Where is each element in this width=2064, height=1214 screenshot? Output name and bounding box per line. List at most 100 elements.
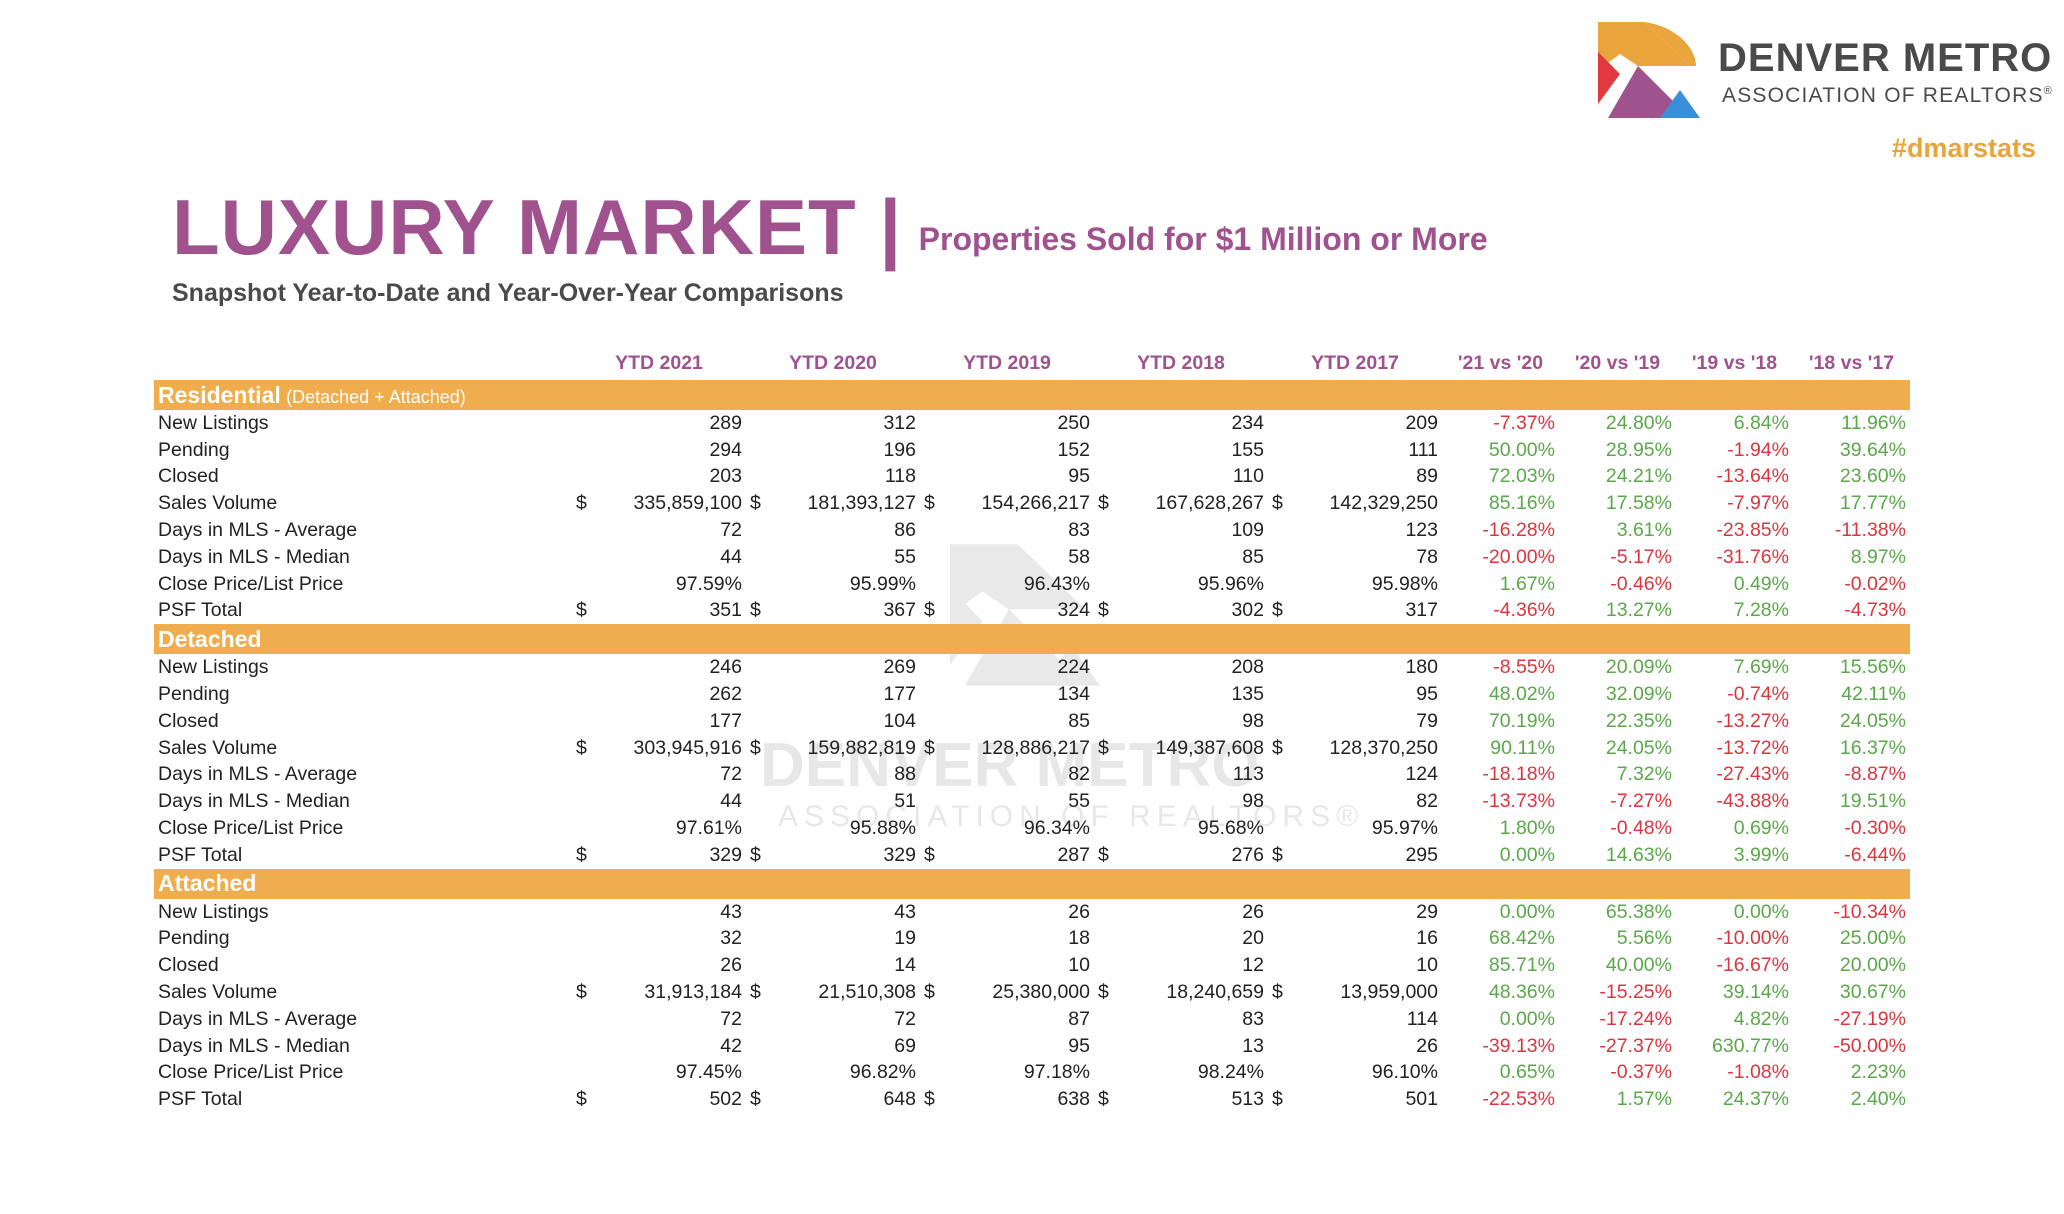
currency-blank xyxy=(746,952,772,979)
currency-blank xyxy=(1094,815,1120,842)
value-cell: 21,510,308 xyxy=(818,981,916,1004)
change-cell: 7.28% xyxy=(1733,599,1789,622)
value-cell: 10 xyxy=(1416,954,1438,977)
value-cell: 134 xyxy=(1057,683,1090,706)
value-cell: 97.61% xyxy=(675,817,742,840)
change-cell: -10.00% xyxy=(1716,927,1789,950)
value-cell: 104 xyxy=(883,709,916,732)
row-label: Close Price/List Price xyxy=(158,817,344,840)
currency-blank xyxy=(920,681,946,708)
table-row: New Listings 246 269 224 208 180 -8.55% 20.09% 7… xyxy=(154,654,1910,681)
value-cell: 97.59% xyxy=(675,572,742,595)
change-cell: -27.37% xyxy=(1599,1034,1672,1057)
change-cell: -27.43% xyxy=(1716,763,1789,786)
currency-symbol: $ xyxy=(924,981,935,1004)
value-cell: 18,240,659 xyxy=(1166,981,1264,1004)
value-cell: 82 xyxy=(1068,763,1090,786)
row-label: Closed xyxy=(158,465,219,488)
section-header-attached: Attached xyxy=(154,868,1910,899)
change-cell: 0.00% xyxy=(1499,900,1555,923)
value-cell: 10 xyxy=(1068,954,1090,977)
row-label: Close Price/List Price xyxy=(158,572,344,595)
currency-blank xyxy=(1268,437,1294,464)
value-cell: 324 xyxy=(1057,599,1090,622)
value-cell: 95.68% xyxy=(1197,817,1264,840)
currency-symbol: $ xyxy=(1272,981,1283,1004)
change-cell: 50.00% xyxy=(1488,438,1555,461)
currency-blank xyxy=(1094,788,1120,815)
currency-blank xyxy=(1094,899,1120,926)
value-cell: 155 xyxy=(1231,438,1264,461)
currency-symbol: $ xyxy=(576,981,587,1004)
change-cell: 630.77% xyxy=(1712,1034,1789,1057)
value-cell: 87 xyxy=(1068,1007,1090,1030)
value-cell: 262 xyxy=(709,683,742,706)
change-cell: 7.32% xyxy=(1616,763,1672,786)
value-cell: 294 xyxy=(709,438,742,461)
row-label: Pending xyxy=(158,683,230,706)
change-cell: -10.34% xyxy=(1833,900,1906,923)
change-cell: -22.53% xyxy=(1482,1088,1555,1111)
table-row: Closed 26 14 10 12 10 85.71% 40.00% -16.67% 20.00… xyxy=(154,952,1910,979)
change-cell: -50.00% xyxy=(1833,1034,1906,1057)
row-label: Pending xyxy=(158,927,230,950)
section-note: (Detached + Attached) xyxy=(286,386,466,407)
change-cell: -8.55% xyxy=(1493,656,1555,679)
value-cell: 113 xyxy=(1232,763,1264,786)
value-cell: 250 xyxy=(1057,411,1090,434)
title-sub: Properties Sold for $1 Million or More xyxy=(918,221,1488,257)
value-cell: 26 xyxy=(1068,900,1090,923)
column-header-year: YTD 2018 xyxy=(1137,351,1225,374)
value-cell: 43 xyxy=(720,900,742,923)
value-cell: 26 xyxy=(1242,900,1264,923)
change-cell: 1.57% xyxy=(1616,1088,1672,1111)
table-row: Days in MLS - Average 72 72 87 83 114 0.00% -17… xyxy=(154,1006,1910,1033)
section-header-cell: Attached xyxy=(154,868,1910,899)
value-cell: 638 xyxy=(1057,1088,1090,1111)
currency-blank xyxy=(746,1006,772,1033)
value-cell: 312 xyxy=(883,411,916,434)
currency-blank xyxy=(746,1033,772,1060)
change-cell: -13.72% xyxy=(1716,736,1789,759)
table-body: YTD 2021 YTD 2020 YTD 2019 YTD 2018 YTD … xyxy=(154,346,1910,1113)
change-cell: 65.38% xyxy=(1605,900,1672,923)
currency-blank xyxy=(1094,681,1120,708)
table-row: Pending 262 177 134 135 95 48.02% 32.09% -0.74% 4… xyxy=(154,681,1910,708)
currency-blank xyxy=(1268,788,1294,815)
change-cell: 39.14% xyxy=(1722,981,1789,1004)
currency-blank xyxy=(572,410,598,437)
value-cell: 367 xyxy=(883,599,916,622)
currency-blank xyxy=(572,762,598,789)
currency-blank xyxy=(1268,654,1294,681)
currency-blank xyxy=(1094,517,1120,544)
currency-symbol: $ xyxy=(1272,843,1283,866)
change-cell: 17.58% xyxy=(1605,492,1672,515)
currency-blank xyxy=(1268,571,1294,598)
table-row: Days in MLS - Average 72 88 82 113 124 -18.18%… xyxy=(154,762,1910,789)
currency-blank xyxy=(1094,762,1120,789)
change-cell: -20.00% xyxy=(1482,545,1555,568)
change-cell: 6.84% xyxy=(1733,411,1789,434)
row-label: Close Price/List Price xyxy=(158,1061,344,1084)
value-cell: 79 xyxy=(1416,709,1438,732)
currency-symbol: $ xyxy=(750,492,761,515)
change-cell: 24.21% xyxy=(1605,465,1672,488)
change-cell: -16.28% xyxy=(1482,519,1555,542)
change-cell: -7.27% xyxy=(1610,790,1672,813)
value-cell: 329 xyxy=(883,843,916,866)
value-cell: 95 xyxy=(1068,465,1090,488)
change-cell: 0.00% xyxy=(1499,1007,1555,1030)
value-cell: 351 xyxy=(709,599,742,622)
row-label: PSF Total xyxy=(158,1088,243,1111)
change-cell: 32.09% xyxy=(1605,683,1672,706)
value-cell: 208 xyxy=(1231,656,1264,679)
value-cell: 159,882,819 xyxy=(807,736,916,759)
row-label: Days in MLS - Average xyxy=(158,763,358,786)
currency-symbol: $ xyxy=(1272,1088,1283,1111)
value-cell: 98.24% xyxy=(1197,1061,1264,1084)
change-cell: 17.77% xyxy=(1839,492,1906,515)
currency-blank xyxy=(746,815,772,842)
currency-symbol: $ xyxy=(924,1088,935,1111)
currency-blank xyxy=(1268,815,1294,842)
change-cell: -15.25% xyxy=(1599,981,1672,1004)
